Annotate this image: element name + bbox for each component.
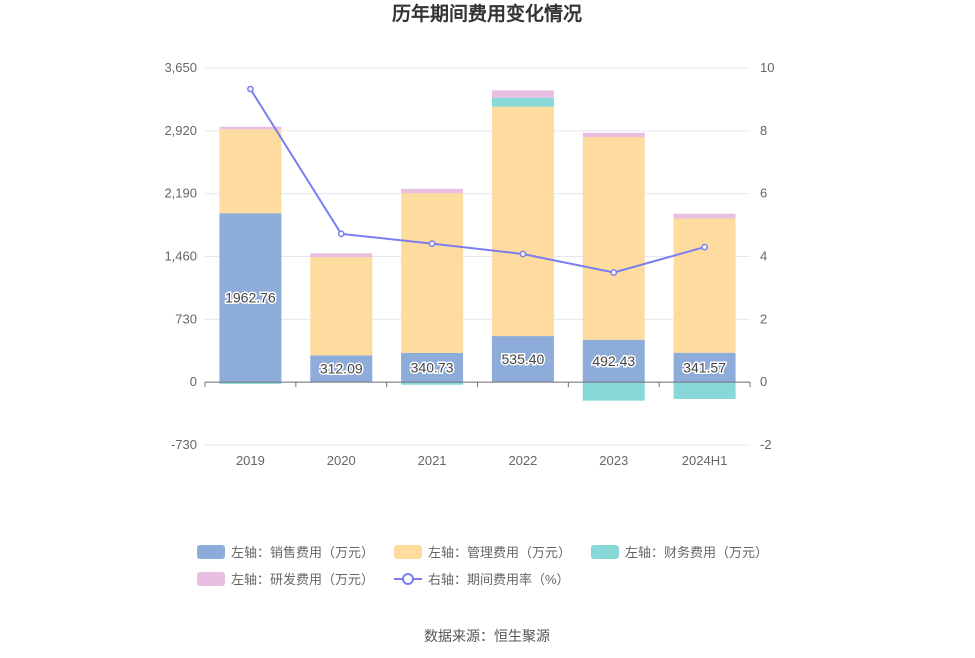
left-axis-tick-label: 0 bbox=[190, 374, 197, 389]
x-axis-tick-label: 2022 bbox=[508, 453, 537, 468]
bar-series-4 bbox=[219, 126, 282, 130]
bar-series-4 bbox=[401, 188, 464, 194]
x-axis-tick-label: 2023 bbox=[599, 453, 628, 468]
bar-series-4 bbox=[310, 253, 373, 258]
bar-series-1 bbox=[219, 213, 282, 383]
legend-rnd[interactable]: 左轴：研发费用（万元） bbox=[197, 572, 374, 587]
right-axis-tick-label: 10 bbox=[760, 60, 774, 75]
bar-series-1 bbox=[491, 336, 554, 383]
right-axis-tick-label: 2 bbox=[760, 311, 767, 326]
right-axis-tick-label: 4 bbox=[760, 249, 767, 264]
bar-series-1 bbox=[673, 352, 736, 383]
bar-series-2 bbox=[491, 106, 554, 337]
legend-finance[interactable]: 左轴：财务费用（万元） bbox=[591, 545, 768, 560]
data-labels: 1962.76 312.09 340.73 535.40 492.43 341.57 bbox=[224, 288, 728, 378]
legend-label: 左轴：财务费用（万元） bbox=[625, 545, 768, 560]
right-axis-tick-label: 8 bbox=[760, 123, 767, 138]
bar-value-label: 312.09 bbox=[320, 361, 363, 377]
x-axis-tick-label: 2024H1 bbox=[682, 453, 728, 468]
bar-series-3 bbox=[491, 97, 554, 107]
legend-swatch bbox=[394, 545, 422, 559]
bar-series-3 bbox=[219, 382, 282, 384]
right-axis-tick-label: 6 bbox=[760, 186, 767, 201]
x-axis-tick-label: 2021 bbox=[418, 453, 447, 468]
rate-line-point bbox=[610, 269, 618, 276]
legend-label: 左轴：管理费用（万元） bbox=[428, 545, 571, 560]
bar-series-3 bbox=[582, 382, 645, 401]
bar-series-1 bbox=[401, 352, 464, 383]
bar-series-4 bbox=[491, 90, 554, 98]
bar-series-2 bbox=[219, 129, 282, 214]
data-source: 数据来源：恒生聚源 bbox=[424, 628, 550, 644]
x-axis-tick-label: 2019 bbox=[236, 453, 265, 468]
rate-line-point bbox=[701, 243, 708, 251]
rate-line-path bbox=[249, 88, 705, 274]
left-axis-tick-label: 1,460 bbox=[164, 249, 197, 264]
legend-label: 左轴：研发费用（万元） bbox=[231, 572, 374, 587]
legend-sales[interactable]: 左轴：销售费用（万元） bbox=[197, 545, 374, 560]
left-axis-tick-label: 3,650 bbox=[164, 60, 197, 75]
rate-line-point bbox=[247, 85, 254, 93]
chart-title: 历年期间费用变化情况 bbox=[392, 2, 582, 25]
legend-swatch bbox=[591, 545, 619, 559]
bar-series-1 bbox=[582, 339, 645, 383]
legend-swatch bbox=[197, 545, 225, 559]
left-axis-tick-label: 2,190 bbox=[164, 186, 197, 201]
rate-line-point bbox=[428, 240, 436, 247]
bar-series-2 bbox=[310, 257, 373, 356]
rate-line-point bbox=[337, 230, 345, 238]
left-axis-tick-label: 2,920 bbox=[164, 123, 197, 138]
right-axis-tick-label: 0 bbox=[760, 374, 767, 389]
bar-series-2 bbox=[401, 193, 464, 353]
bar-series-3 bbox=[401, 382, 464, 385]
left-axis-tick-label: -730 bbox=[171, 437, 197, 452]
bars bbox=[219, 90, 736, 401]
axes: 3,650 10 2,920 8 2,190 6 1,460 4 730 2 0 0 -730 -2 201… bbox=[164, 60, 774, 468]
bar-value-label: 492.43 bbox=[592, 353, 635, 369]
legend-swatch bbox=[197, 572, 225, 586]
legend-label: 左轴：销售费用（万元） bbox=[231, 545, 374, 560]
x-axis-tick-label: 2020 bbox=[327, 453, 356, 468]
right-axis-tick-label: -2 bbox=[760, 437, 772, 452]
legend-marker-swatch bbox=[402, 573, 414, 585]
rate-line bbox=[247, 85, 708, 276]
legend-admin[interactable]: 左轴：管理费用（万元） bbox=[394, 545, 571, 560]
left-axis-tick-label: 730 bbox=[175, 311, 197, 326]
bar-value-label: 535.40 bbox=[502, 351, 545, 367]
bar-value-label: 1962.76 bbox=[225, 290, 276, 306]
bar-value-label: 340.73 bbox=[411, 360, 454, 376]
bar-series-4 bbox=[673, 213, 736, 219]
rate-line-point bbox=[519, 250, 527, 258]
legend[interactable]: 左轴：销售费用（万元） 左轴：管理费用（万元） 左轴：财务费用（万元） 左轴：研发费用… bbox=[197, 545, 768, 587]
legend-rate[interactable]: 右轴：期间费用率（%） bbox=[394, 572, 570, 587]
bar-series-1 bbox=[310, 355, 373, 383]
bar-series-3 bbox=[673, 382, 736, 399]
bar-series-2 bbox=[673, 218, 736, 353]
bar-series-4 bbox=[582, 132, 645, 138]
bar-series-2 bbox=[582, 137, 645, 340]
bar-value-label: 341.57 bbox=[683, 359, 726, 375]
legend-label: 右轴：期间费用率（%） bbox=[428, 572, 570, 587]
